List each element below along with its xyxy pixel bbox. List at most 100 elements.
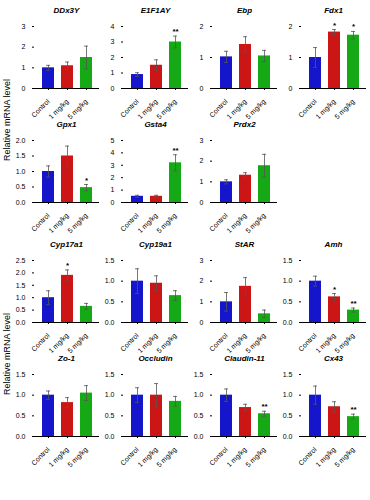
svg-text:2: 2: [111, 54, 115, 61]
svg-text:Control: Control: [207, 331, 229, 353]
svg-text:*: *: [333, 21, 337, 30]
svg-text:**: **: [172, 146, 179, 155]
svg-text:**: **: [350, 405, 357, 414]
svg-text:Control: Control: [118, 97, 140, 119]
svg-text:4: 4: [111, 149, 115, 156]
svg-text:Control: Control: [296, 331, 318, 353]
svg-text:5 mg/kg: 5 mg/kg: [155, 446, 178, 468]
svg-text:0.0: 0.0: [16, 433, 26, 440]
svg-text:5 mg/kg: 5 mg/kg: [244, 332, 267, 354]
svg-text:0.0: 0.0: [105, 433, 115, 440]
svg-text:0.5: 0.5: [16, 306, 26, 313]
svg-text:Control: Control: [29, 331, 51, 353]
svg-text:0.5: 0.5: [16, 412, 26, 419]
svg-text:0.0: 0.0: [283, 433, 293, 440]
svg-text:5 mg/kg: 5 mg/kg: [244, 98, 267, 120]
svg-text:0: 0: [200, 85, 204, 92]
svg-text:3: 3: [200, 257, 204, 264]
svg-text:3: 3: [200, 137, 204, 144]
svg-text:Control: Control: [207, 97, 229, 119]
svg-text:2: 2: [289, 23, 293, 30]
svg-text:0: 0: [289, 85, 293, 92]
svg-text:3: 3: [22, 23, 26, 30]
svg-text:0.5: 0.5: [16, 183, 26, 190]
svg-text:**: **: [172, 27, 179, 36]
svg-text:0.0: 0.0: [194, 433, 204, 440]
svg-text:0.0: 0.0: [105, 319, 115, 326]
svg-text:0.5: 0.5: [105, 412, 115, 419]
svg-text:2: 2: [200, 277, 204, 284]
svg-text:1: 1: [289, 54, 293, 61]
svg-text:1.5: 1.5: [283, 257, 293, 264]
svg-text:**: **: [350, 299, 357, 308]
svg-text:5 mg/kg: 5 mg/kg: [333, 332, 356, 354]
svg-text:2: 2: [200, 23, 204, 30]
svg-text:5 mg/kg: 5 mg/kg: [66, 446, 89, 468]
svg-text:1: 1: [200, 54, 204, 61]
svg-text:Control: Control: [29, 97, 51, 119]
svg-text:0: 0: [111, 199, 115, 206]
svg-text:2: 2: [22, 43, 26, 50]
svg-text:5 mg/kg: 5 mg/kg: [66, 98, 89, 120]
svg-text:0.5: 0.5: [105, 298, 115, 305]
svg-text:0.0: 0.0: [283, 319, 293, 326]
svg-text:2.5: 2.5: [16, 257, 26, 264]
svg-text:3: 3: [111, 38, 115, 45]
svg-text:*: *: [352, 22, 356, 31]
svg-text:1: 1: [22, 64, 26, 71]
svg-text:1.0: 1.0: [283, 277, 293, 284]
svg-text:Control: Control: [118, 331, 140, 353]
svg-text:1: 1: [111, 69, 115, 76]
svg-text:*: *: [85, 176, 89, 185]
svg-text:0: 0: [200, 199, 204, 206]
svg-text:0.0: 0.0: [16, 319, 26, 326]
svg-text:0: 0: [200, 319, 204, 326]
svg-text:2.0: 2.0: [16, 137, 26, 144]
svg-text:0: 0: [22, 85, 26, 92]
svg-text:2: 2: [111, 174, 115, 181]
svg-text:1.0: 1.0: [194, 391, 204, 398]
svg-text:5 mg/kg: 5 mg/kg: [155, 98, 178, 120]
svg-text:1.0: 1.0: [105, 277, 115, 284]
svg-text:1: 1: [200, 298, 204, 305]
svg-text:5 mg/kg: 5 mg/kg: [244, 212, 267, 234]
svg-text:1.0: 1.0: [105, 391, 115, 398]
svg-text:Control: Control: [296, 97, 318, 119]
svg-text:1.5: 1.5: [105, 257, 115, 264]
svg-text:Control: Control: [207, 211, 229, 233]
svg-text:5 mg/kg: 5 mg/kg: [333, 446, 356, 468]
svg-text:*: *: [66, 261, 70, 270]
svg-text:0.5: 0.5: [283, 298, 293, 305]
svg-text:1: 1: [200, 178, 204, 185]
svg-text:Control: Control: [118, 211, 140, 233]
svg-text:Control: Control: [29, 211, 51, 233]
svg-text:1.5: 1.5: [16, 371, 26, 378]
svg-text:4: 4: [111, 23, 115, 30]
svg-text:5 mg/kg: 5 mg/kg: [333, 98, 356, 120]
svg-text:1.5: 1.5: [283, 371, 293, 378]
svg-text:1.5: 1.5: [16, 152, 26, 159]
svg-text:1.0: 1.0: [16, 294, 26, 301]
svg-text:0.5: 0.5: [194, 412, 204, 419]
svg-text:0.5: 0.5: [283, 412, 293, 419]
svg-text:0.0: 0.0: [16, 199, 26, 206]
svg-text:3: 3: [111, 162, 115, 169]
svg-text:1.0: 1.0: [16, 391, 26, 398]
svg-text:2: 2: [200, 157, 204, 164]
svg-text:1.0: 1.0: [283, 391, 293, 398]
svg-text:5 mg/kg: 5 mg/kg: [155, 332, 178, 354]
svg-text:0: 0: [111, 85, 115, 92]
svg-text:*: *: [333, 285, 337, 294]
svg-text:**: **: [261, 402, 268, 411]
svg-text:5: 5: [111, 137, 115, 144]
svg-text:1.0: 1.0: [16, 168, 26, 175]
svg-text:1.5: 1.5: [105, 371, 115, 378]
svg-text:2.0: 2.0: [16, 269, 26, 276]
svg-text:1: 1: [111, 186, 115, 193]
svg-text:5 mg/kg: 5 mg/kg: [244, 446, 267, 468]
svg-text:5 mg/kg: 5 mg/kg: [155, 212, 178, 234]
svg-text:5 mg/kg: 5 mg/kg: [66, 332, 89, 354]
svg-text:1.5: 1.5: [194, 371, 204, 378]
svg-text:1.5: 1.5: [16, 282, 26, 289]
svg-text:5 mg/kg: 5 mg/kg: [66, 212, 89, 234]
